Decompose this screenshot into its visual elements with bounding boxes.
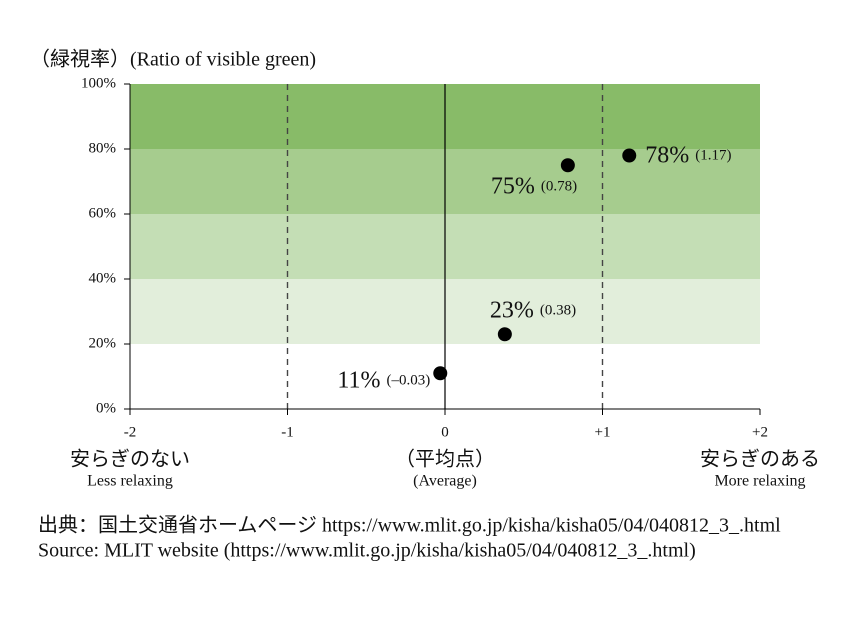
x-annotation: （平均点） bbox=[395, 448, 495, 471]
x-annotation-sub: Less relaxing bbox=[87, 473, 173, 490]
x-annotation: 安らぎのない bbox=[70, 448, 190, 471]
y-tick-label: 60% bbox=[89, 205, 117, 221]
x-tick-label: +1 bbox=[595, 424, 611, 440]
value-label: 78% bbox=[645, 142, 689, 168]
y-axis-label: （緑視率）(Ratio of visible green) bbox=[30, 48, 316, 71]
y-tick-label: 40% bbox=[89, 270, 117, 286]
y-tick-label: 0% bbox=[96, 400, 116, 416]
point bbox=[497, 327, 512, 342]
x-tick-label: -1 bbox=[281, 424, 294, 440]
x-value-label: (0.78) bbox=[541, 179, 577, 195]
value-label: 75% bbox=[491, 173, 535, 199]
x-value-label: (1.17) bbox=[695, 148, 731, 164]
point-label: 75% (0.78) bbox=[491, 173, 577, 199]
x-value-label: (0.38) bbox=[540, 303, 576, 319]
value-label: 11% bbox=[337, 367, 380, 393]
point-label: 23% (0.38) bbox=[490, 297, 576, 323]
x-annotation: 安らぎのある bbox=[700, 448, 820, 471]
y-tick-label: 20% bbox=[89, 335, 117, 351]
point-label: 78% (1.17) bbox=[645, 142, 731, 168]
x-value-label: (–0.03) bbox=[387, 373, 431, 389]
y-tick-label: 80% bbox=[89, 140, 117, 156]
x-annotation-sub: More relaxing bbox=[714, 473, 805, 490]
x-tick-label: -2 bbox=[124, 424, 137, 440]
x-annotation-sub: (Average) bbox=[413, 473, 477, 490]
source: 出典：国土交通省ホームページ https://www.mlit.go.jp/ki… bbox=[38, 514, 781, 537]
point bbox=[433, 366, 448, 381]
y-tick-label: 100% bbox=[81, 75, 116, 91]
point bbox=[622, 148, 637, 163]
x-tick-label: 0 bbox=[441, 424, 449, 440]
value-label: 23% bbox=[490, 297, 534, 323]
point bbox=[560, 158, 575, 173]
x-tick-label: +2 bbox=[752, 424, 768, 440]
point-label: 11% (–0.03) bbox=[337, 367, 430, 393]
source: Source: MLIT website (https://www.mlit.g… bbox=[38, 540, 696, 562]
